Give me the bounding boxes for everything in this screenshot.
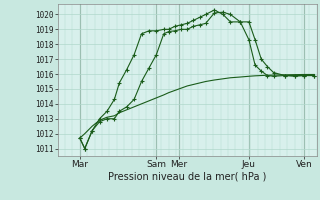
X-axis label: Pression niveau de la mer( hPa ): Pression niveau de la mer( hPa ) [108,172,266,182]
